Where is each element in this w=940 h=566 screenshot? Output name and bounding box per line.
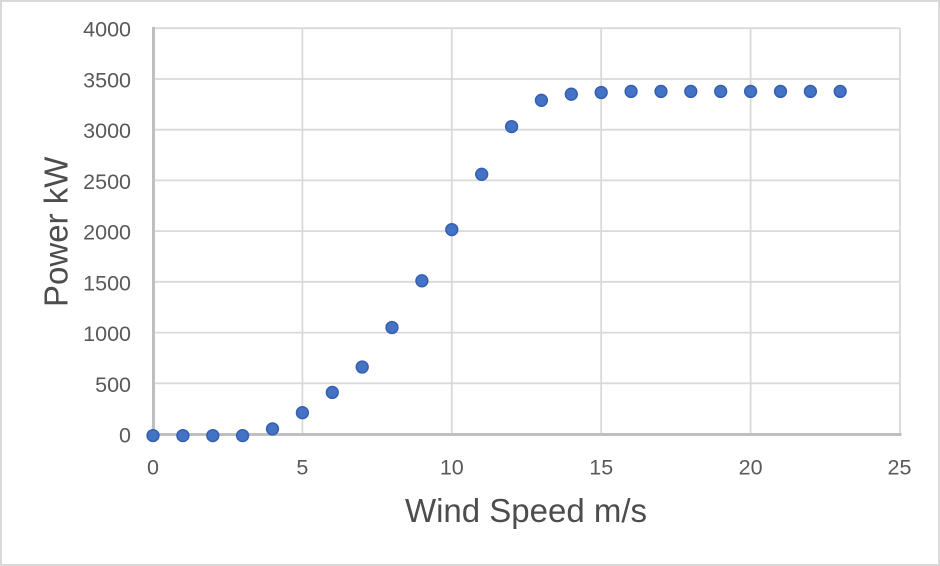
svg-text:1000: 1000 — [83, 322, 131, 346]
svg-text:25: 25 — [888, 456, 912, 480]
svg-text:4000: 4000 — [83, 18, 131, 42]
svg-text:500: 500 — [95, 373, 131, 397]
svg-text:3000: 3000 — [83, 119, 131, 143]
svg-text:0: 0 — [147, 456, 159, 480]
svg-text:10: 10 — [440, 456, 464, 480]
svg-text:0: 0 — [119, 424, 131, 448]
svg-text:20: 20 — [739, 456, 763, 480]
svg-text:2500: 2500 — [83, 170, 131, 194]
svg-text:Power kW: Power kW — [38, 156, 75, 307]
svg-text:Wind Speed m/s: Wind Speed m/s — [405, 492, 647, 529]
svg-text:15: 15 — [589, 456, 613, 480]
svg-text:5: 5 — [296, 456, 308, 480]
svg-text:3500: 3500 — [83, 69, 131, 93]
svg-text:2000: 2000 — [83, 221, 131, 245]
svg-text:1500: 1500 — [83, 271, 131, 295]
